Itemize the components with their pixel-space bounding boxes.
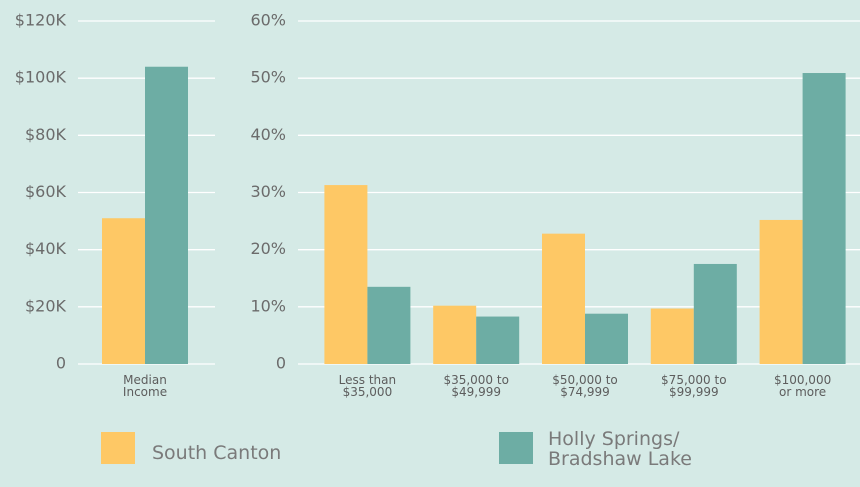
- x-tick-label: Median Income: [122, 373, 168, 399]
- bar: [650, 308, 694, 364]
- y-tick-label: 0: [276, 354, 286, 373]
- bar: [367, 286, 411, 364]
- legend-label: South Canton: [152, 442, 282, 464]
- x-tick-label: $35,000 to $49,999: [443, 373, 509, 399]
- y-tick-label: $120K: [15, 11, 67, 30]
- y-tick-label: 30%: [250, 182, 286, 201]
- bar: [542, 233, 585, 364]
- y-tick-label: $60K: [25, 182, 67, 201]
- x-tick-label: Less than $35,000: [338, 373, 397, 399]
- bar: [585, 313, 628, 364]
- x-tick-label: $100,000 or more: [773, 373, 832, 399]
- y-tick-label: $20K: [25, 296, 67, 315]
- y-tick-label: 0: [56, 354, 66, 373]
- legend-swatch: [499, 432, 533, 464]
- bar: [145, 66, 188, 364]
- legend-label: Holly Springs/ Bradshaw Lake: [548, 428, 692, 470]
- bar: [433, 305, 477, 364]
- bar: [324, 185, 368, 364]
- bar: [693, 263, 737, 364]
- y-tick-label: 20%: [250, 239, 286, 258]
- bar: [476, 316, 520, 364]
- y-tick-label: 50%: [250, 68, 286, 87]
- bar: [802, 73, 846, 364]
- y-tick-label: 10%: [250, 296, 286, 315]
- x-tick-label: $75,000 to $99,999: [661, 373, 727, 399]
- y-tick-label: $80K: [25, 125, 67, 144]
- bar: [759, 219, 803, 364]
- y-tick-label: 60%: [250, 11, 286, 30]
- legend-swatch: [101, 432, 135, 464]
- y-tick-label: $100K: [15, 68, 67, 87]
- y-tick-label: 40%: [250, 125, 286, 144]
- bar: [102, 218, 145, 364]
- x-tick-label: $50,000 to $74,999: [552, 373, 618, 399]
- y-tick-label: $40K: [25, 239, 67, 258]
